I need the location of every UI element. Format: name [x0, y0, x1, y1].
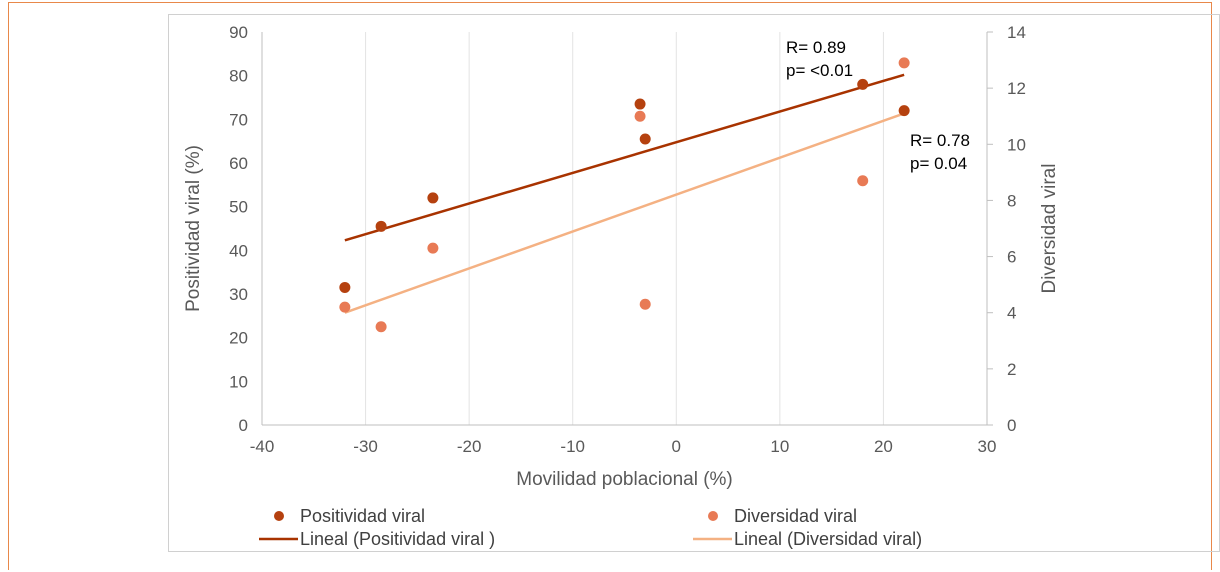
annotation-r-positividad: R= 0.89: [786, 38, 846, 57]
x-tick-label: -20: [457, 437, 482, 456]
legend-label-positividad: Positividad viral: [300, 506, 425, 526]
y-tick-label: 60: [229, 154, 248, 173]
y-tick-label: 20: [229, 329, 248, 348]
point-series0-2: [427, 192, 439, 204]
point-series0-0: [339, 281, 351, 293]
y-tick-label: 40: [229, 241, 248, 260]
x-tick-label: -40: [250, 437, 275, 456]
x-tick-label: 20: [874, 437, 893, 456]
point-series1-6: [898, 57, 910, 69]
point-series1-1: [375, 321, 387, 333]
x-tick-label: 30: [978, 437, 997, 456]
point-series0-1: [375, 220, 387, 232]
point-series1-4: [639, 298, 651, 310]
x-tick-label: -30: [353, 437, 378, 456]
annotation-p-diversidad: p= 0.04: [910, 154, 967, 173]
trend-line-0: [344, 73, 905, 242]
trend-lines: [344, 73, 905, 314]
y2-tick-label: 12: [1007, 79, 1026, 98]
y-tick-label: 90: [229, 23, 248, 42]
y2-tick-label: 8: [1007, 191, 1016, 210]
annotation-p-positividad: p= <0.01: [786, 61, 853, 80]
point-series1-0: [339, 301, 351, 313]
legend-marker-positividad: [274, 511, 284, 521]
legend-label-trend-positividad: Lineal (Positividad viral ): [300, 529, 495, 549]
y-tick-label: 70: [229, 110, 248, 129]
point-series1-2: [427, 242, 439, 254]
x-tick-label: -10: [560, 437, 585, 456]
legend-label-trend-diversidad: Lineal (Diversidad viral): [734, 529, 922, 549]
legend-marker-diversidad: [708, 511, 718, 521]
y2-tick-label: 2: [1007, 360, 1016, 379]
axes: [261, 31, 993, 426]
y-tick-label: 10: [229, 372, 248, 391]
point-series0-5: [857, 78, 869, 90]
y-axis-title: Positividad viral (%): [183, 145, 204, 312]
y-tick-label: 0: [239, 416, 248, 435]
trend-line-1: [344, 112, 905, 314]
y2-tick-label: 4: [1007, 304, 1016, 323]
legend-label-diversidad: Diversidad viral: [734, 506, 857, 526]
y-tick-label: 30: [229, 285, 248, 304]
y2-tick-label: 6: [1007, 248, 1016, 267]
legend: Positividad viral Diversidad viral Linea…: [259, 506, 922, 549]
annotation-r-diversidad: R= 0.78: [910, 131, 970, 150]
y2-axis-title: Diversidad viral: [1039, 164, 1060, 294]
x-axis-title: Movilidad poblacional (%): [516, 469, 733, 490]
point-series0-4: [639, 133, 651, 145]
x-tick-label: 10: [770, 437, 789, 456]
y-tick-label: 80: [229, 67, 248, 86]
x-tick-label: 0: [672, 437, 681, 456]
point-series0-6: [898, 105, 910, 117]
grid-lines: [365, 32, 884, 425]
point-series1-5: [857, 175, 869, 187]
data-points: [339, 57, 910, 333]
tick-labels: -40 -30 -20 -10 0 10 20 30 0 10 20 30 40 50 60 70 80 90 0 2…: [229, 23, 1026, 456]
y2-tick-label: 10: [1007, 135, 1026, 154]
point-series1-3: [634, 110, 646, 122]
y2-tick-label: 14: [1007, 23, 1026, 42]
y2-tick-label: 0: [1007, 416, 1016, 435]
y-tick-label: 50: [229, 198, 248, 217]
point-series0-3: [634, 98, 646, 110]
outer-frame: [8, 2, 1212, 570]
